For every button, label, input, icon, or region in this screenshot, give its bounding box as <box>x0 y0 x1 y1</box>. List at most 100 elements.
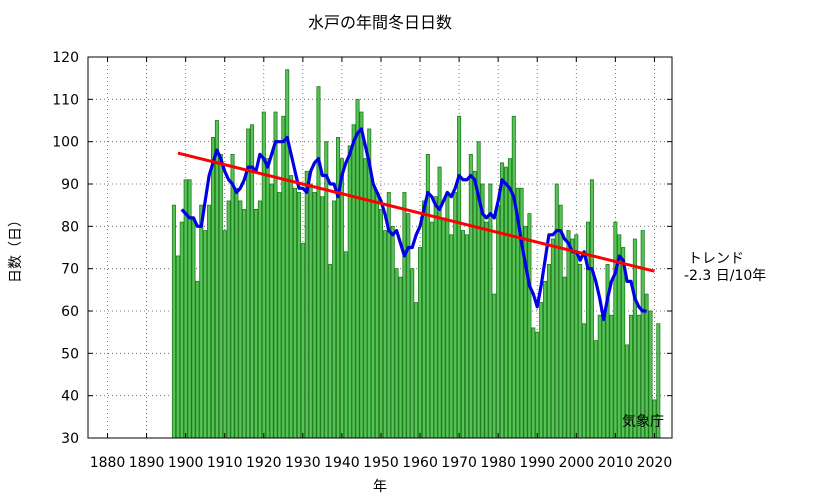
plot-frame <box>87 56 673 439</box>
trend-value-label: -2.3 日/10年 <box>684 268 766 284</box>
x-tick-label: 1900 <box>168 455 204 471</box>
bar-1980 <box>496 204 501 439</box>
bar-1904 <box>199 204 204 439</box>
trend-label: トレンド <box>688 251 744 267</box>
bar-2002 <box>582 323 587 439</box>
bar-1940 <box>339 158 344 439</box>
bar-1976 <box>480 183 485 439</box>
y-tick-label: 50 <box>61 346 79 362</box>
y-tick-label: 70 <box>61 262 79 278</box>
source-label: 気象庁 <box>622 414 664 430</box>
bar-1924 <box>277 192 282 439</box>
bar-1938 <box>332 200 337 439</box>
chart-title: 水戸の年間冬日日数 <box>308 13 452 32</box>
bar-1978 <box>488 183 493 439</box>
bar-1902 <box>191 217 196 439</box>
y-tick-label: 90 <box>61 177 79 193</box>
bar-1983 <box>507 158 512 439</box>
bar-2004 <box>589 179 594 439</box>
bar-1961 <box>421 200 426 439</box>
bar-1910 <box>222 230 227 439</box>
bar-1932 <box>308 183 313 439</box>
bar-1925 <box>281 115 286 439</box>
x-tick-label: 1920 <box>246 455 282 471</box>
bar-2007 <box>601 319 606 439</box>
bar-2010 <box>613 221 618 439</box>
y-tick-label: 40 <box>61 389 79 405</box>
bar-1996 <box>558 204 563 439</box>
bar-1984 <box>511 115 516 439</box>
x-tick-label: 2000 <box>558 455 594 471</box>
bar-1897 <box>171 204 176 439</box>
bar-1958 <box>410 268 415 439</box>
bar-1964 <box>433 196 438 439</box>
bar-1972 <box>464 234 469 439</box>
bar-1906 <box>207 204 212 439</box>
bar-1922 <box>269 183 274 439</box>
bar-1992 <box>543 280 548 439</box>
bar-1934 <box>316 86 321 439</box>
bar-1954 <box>394 268 399 439</box>
bar-1941 <box>343 251 348 439</box>
y-tick-label: 80 <box>61 219 79 235</box>
trend-line <box>177 151 655 273</box>
bar-1915 <box>242 208 247 439</box>
bar-1921 <box>265 158 270 439</box>
bar-1953 <box>390 225 395 439</box>
x-tick-label: 1990 <box>519 455 555 471</box>
x-tick-label: 1950 <box>363 455 399 471</box>
bar-1960 <box>418 247 423 439</box>
y-tick-label: 30 <box>61 431 79 447</box>
bar-1918 <box>253 208 258 439</box>
x-axis-title: 年 <box>373 479 387 495</box>
bar-1998 <box>566 230 571 439</box>
bar-1945 <box>359 111 364 439</box>
bar-1990 <box>535 331 540 439</box>
bar-1989 <box>531 327 536 439</box>
bar-1943 <box>351 124 356 439</box>
bar-1905 <box>203 230 208 439</box>
bar-1914 <box>238 200 243 439</box>
bar-1909 <box>218 153 223 439</box>
bar-1903 <box>195 280 200 439</box>
bar-2000 <box>574 234 579 439</box>
bar-1898 <box>175 255 180 439</box>
bar-2012 <box>621 247 626 439</box>
bar-1974 <box>472 170 477 439</box>
bar-1907 <box>211 137 216 439</box>
bar-2015 <box>632 238 637 439</box>
bar-1926 <box>285 69 290 439</box>
x-tick-label: 2010 <box>598 455 634 471</box>
bar-1973 <box>468 153 473 439</box>
line-series <box>177 127 655 322</box>
bar-2006 <box>597 314 602 439</box>
bar-1930 <box>300 242 305 439</box>
bar-1900 <box>183 179 188 439</box>
bar-1977 <box>484 221 489 439</box>
bar-1963 <box>429 221 434 439</box>
bar-2017 <box>640 230 645 439</box>
bar-1899 <box>179 221 184 439</box>
bar-1942 <box>347 145 352 439</box>
bar-1970 <box>457 115 462 439</box>
bar-1929 <box>296 192 301 439</box>
y-axis-title: 日数（日） <box>8 213 24 283</box>
bar-1936 <box>324 141 329 439</box>
x-tick-label: 1970 <box>441 455 477 471</box>
bar-1948 <box>371 183 376 439</box>
bar-1919 <box>257 200 262 439</box>
bar-1908 <box>214 120 219 439</box>
bar-1937 <box>328 264 333 439</box>
bar-1951 <box>382 230 387 439</box>
bar-1913 <box>234 187 239 439</box>
bar-1944 <box>355 98 360 439</box>
bar-1933 <box>312 192 317 439</box>
x-tick-label: 1910 <box>207 455 243 471</box>
bar-1931 <box>304 170 309 439</box>
y-tick-label: 120 <box>52 50 79 66</box>
moving-average-line <box>180 127 647 322</box>
bar-1911 <box>226 200 231 439</box>
bar-1923 <box>273 111 278 439</box>
bar-1969 <box>453 192 458 439</box>
bar-1928 <box>293 187 298 439</box>
